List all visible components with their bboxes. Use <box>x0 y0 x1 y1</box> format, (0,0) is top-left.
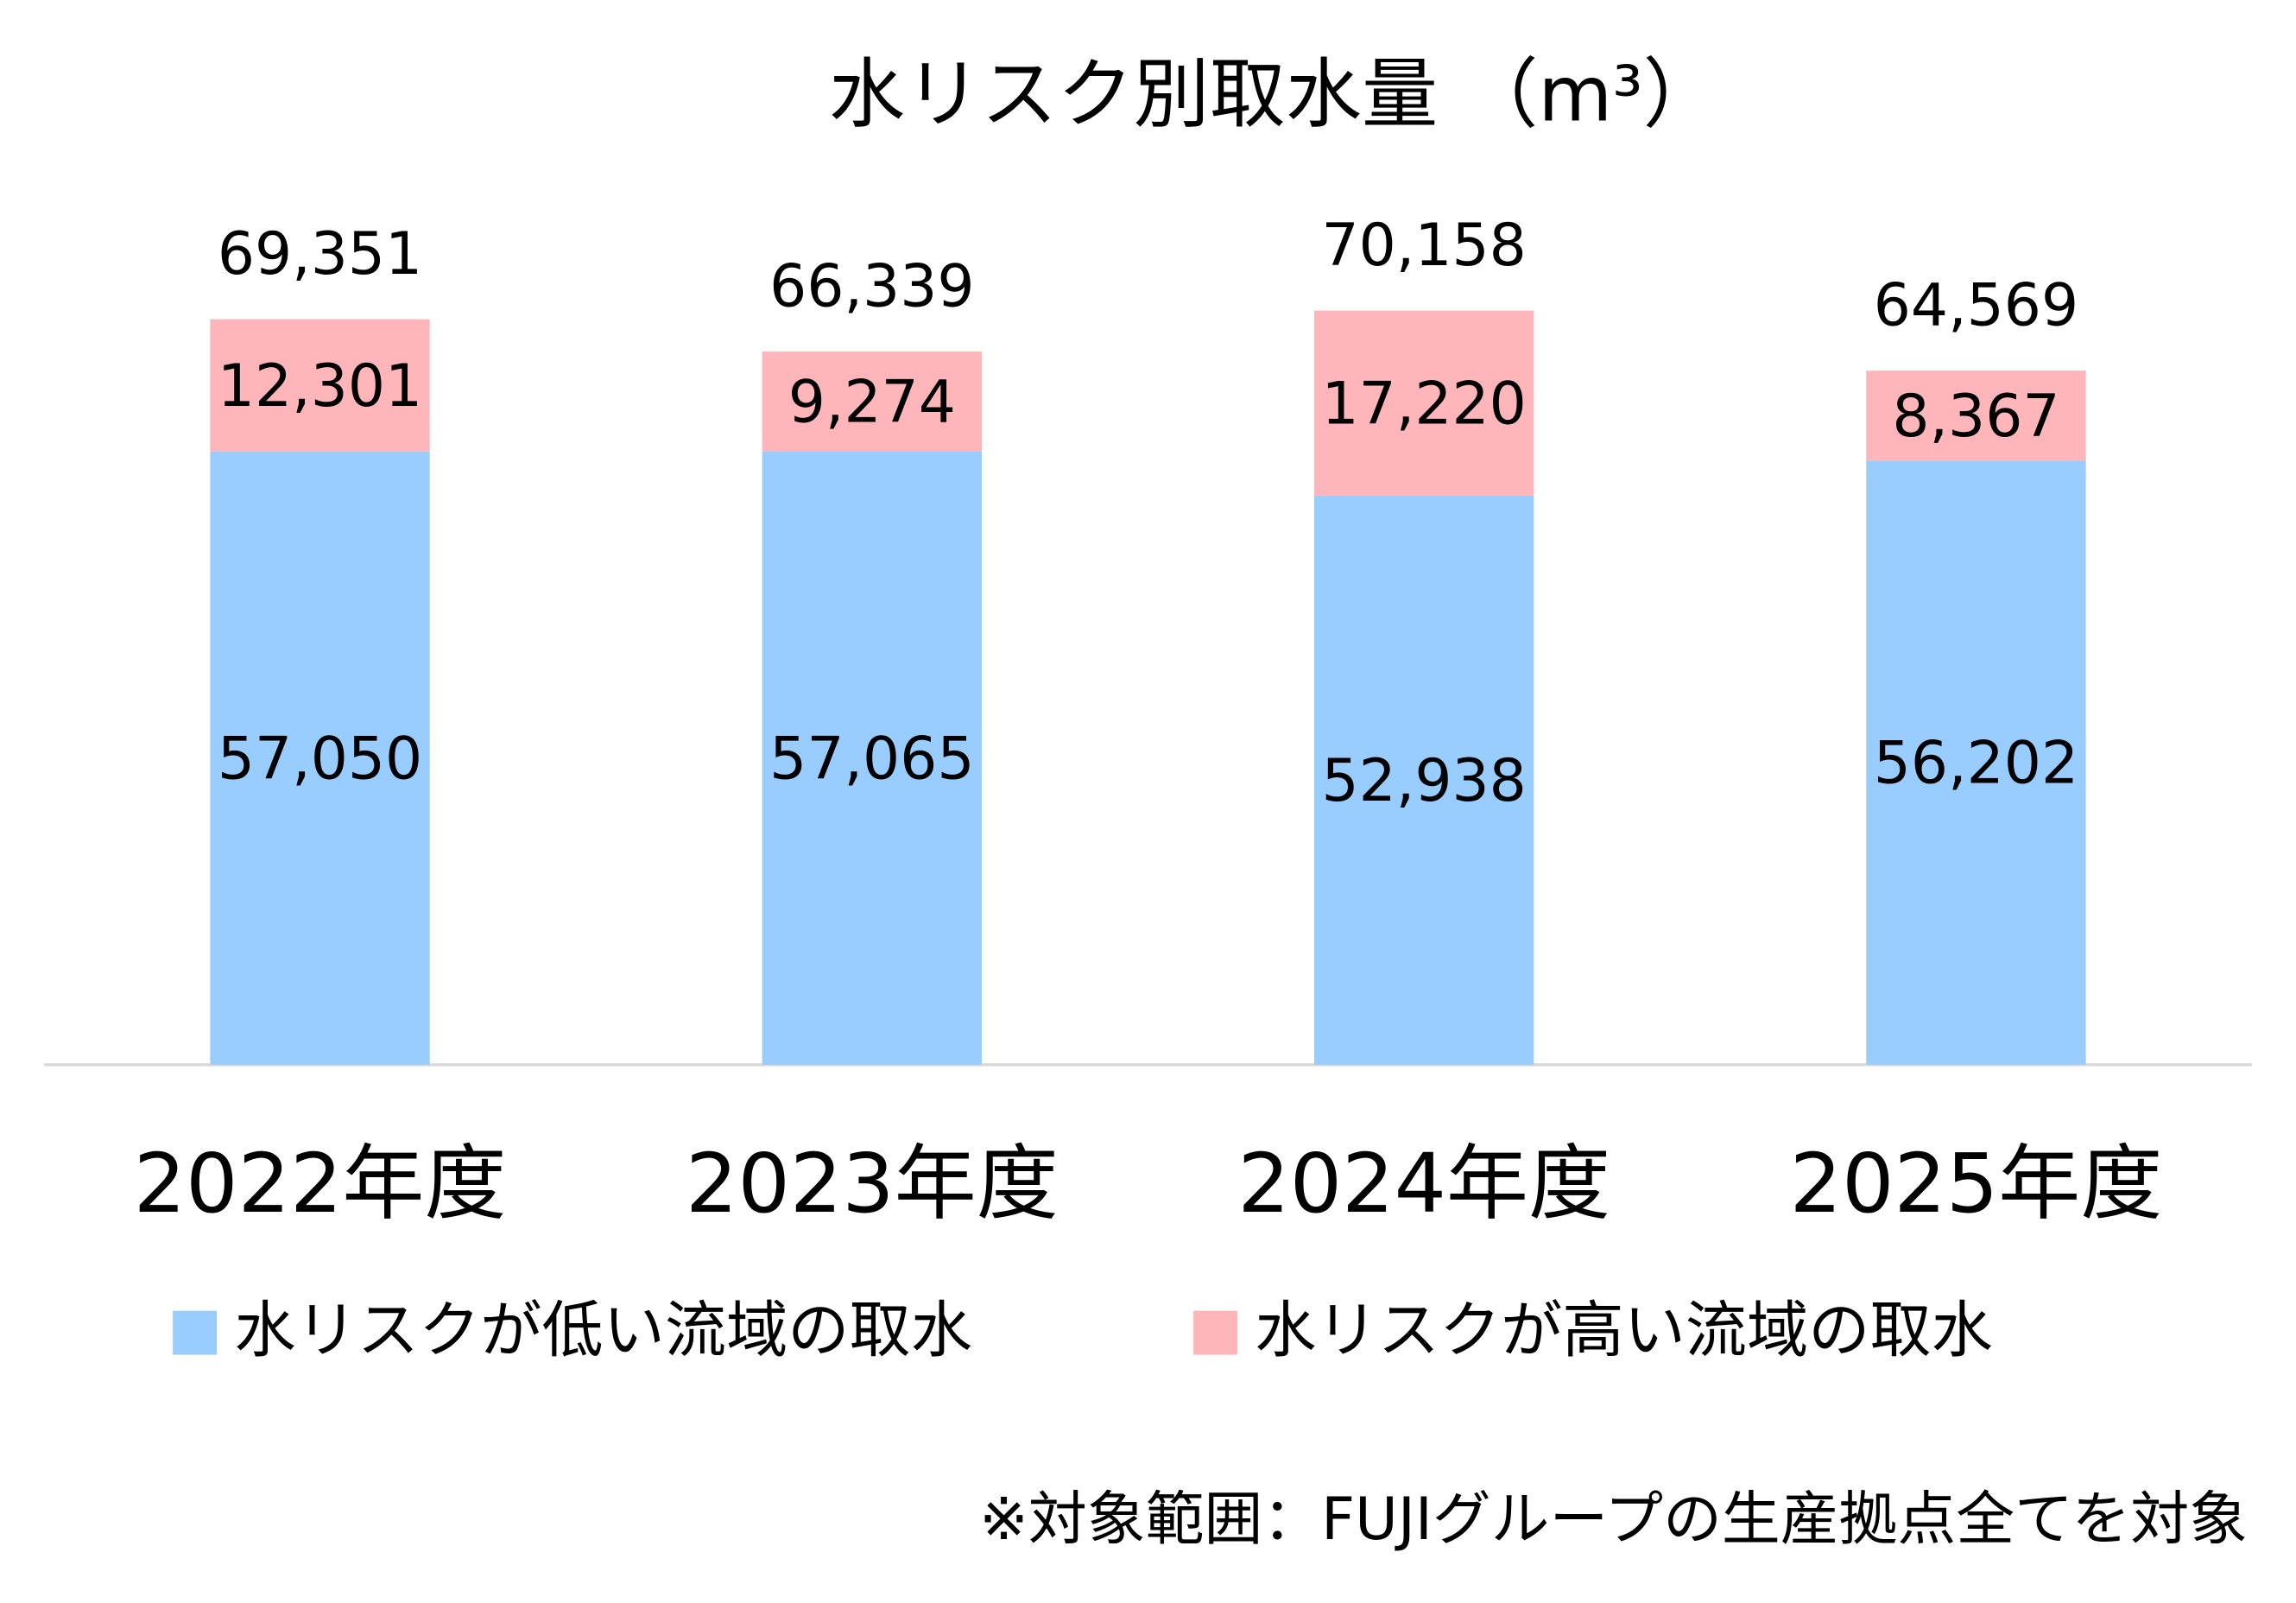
chart-title: 水リスク別取水量 （m³） <box>829 50 1719 139</box>
bar-segment <box>1866 460 2086 1065</box>
bar-segment <box>762 352 983 452</box>
total-label: 64,569 <box>1874 270 2078 339</box>
x-tick-label: 2023年度 <box>686 1137 1059 1232</box>
segment-label: 52,938 <box>1321 746 1526 814</box>
segment-label: 57,065 <box>769 724 974 792</box>
bar-segment <box>210 319 430 452</box>
x-tick-label: 2024年度 <box>1237 1137 1610 1232</box>
segment-label: 17,220 <box>1321 369 1526 437</box>
x-tick-label: 2025年度 <box>1790 1137 2163 1232</box>
bar-segment <box>1866 371 2086 461</box>
segment-label: 56,202 <box>1874 729 2078 797</box>
legend-label: 水リスクが高い流域の取水 <box>1255 1294 1993 1365</box>
bar-segment <box>1313 495 1534 1065</box>
bar-segment <box>1313 310 1534 496</box>
footnote: ※対象範囲：FUJIグループの生産拠点全てを対象 <box>979 1485 2248 1553</box>
x-tick-label: 2022年度 <box>134 1137 507 1232</box>
total-label: 70,158 <box>1321 211 1526 279</box>
segment-label: 12,301 <box>218 352 422 420</box>
segment-label: 8,367 <box>1892 382 2059 450</box>
segment-label: 57,050 <box>218 724 422 792</box>
legend-label: 水リスクが低い流域の取水 <box>234 1294 972 1365</box>
bar-segment <box>210 451 430 1065</box>
segment-label: 9,274 <box>788 367 956 435</box>
total-label: 66,339 <box>769 251 974 320</box>
legend-swatch <box>173 1310 218 1355</box>
total-label: 69,351 <box>218 219 422 288</box>
bar-segment <box>762 451 983 1065</box>
legend-swatch <box>1193 1310 1237 1355</box>
